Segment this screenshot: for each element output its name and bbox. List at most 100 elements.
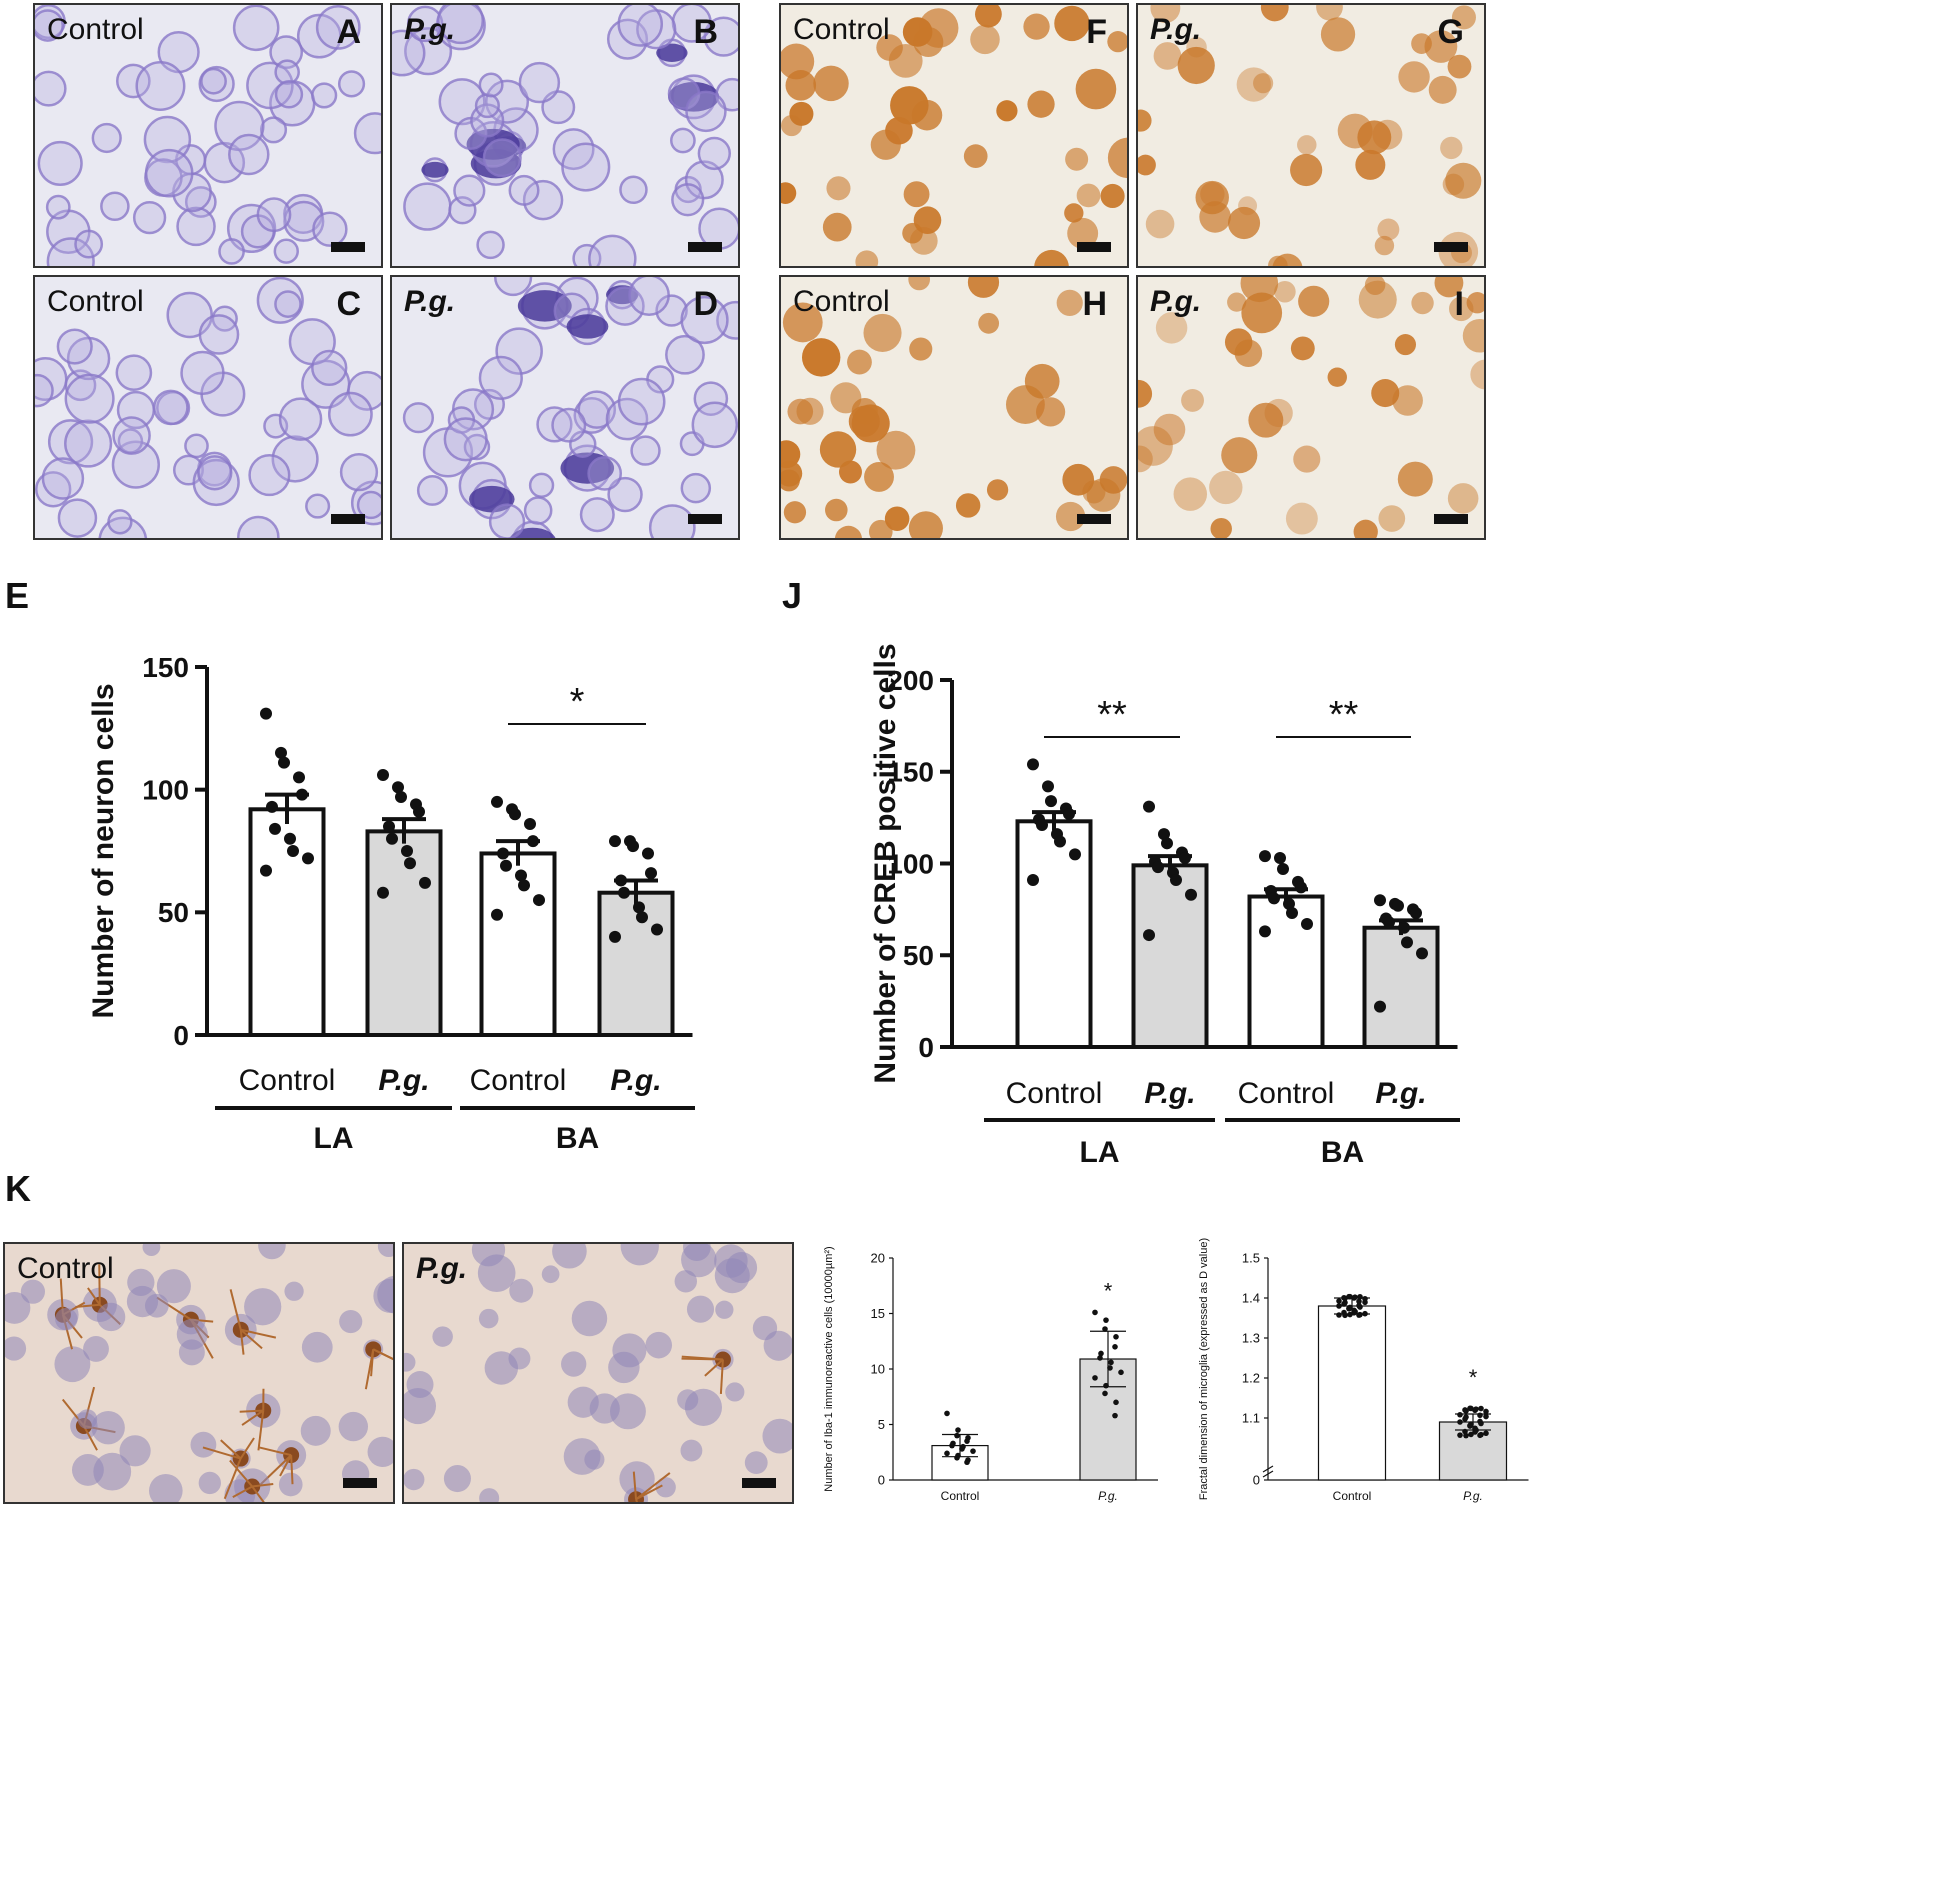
nucleus — [571, 1300, 608, 1337]
nucleus — [609, 1393, 646, 1430]
data-point — [1342, 1312, 1348, 1319]
bar — [1362, 925, 1440, 1049]
dark-cell — [560, 452, 615, 484]
nucleus — [1145, 209, 1175, 239]
data-point — [1351, 1307, 1357, 1314]
nucleus — [1290, 153, 1323, 187]
nucleus — [406, 1371, 434, 1399]
process — [240, 1329, 263, 1350]
data-point — [1356, 1302, 1362, 1309]
nucleus — [91, 1411, 125, 1445]
cell — [655, 294, 688, 327]
category-label: P.g. — [1144, 1077, 1195, 1110]
nucleus — [1099, 466, 1127, 494]
data-point — [1341, 1301, 1347, 1307]
nucleus — [300, 1415, 331, 1446]
y-tick-label: 150 — [142, 652, 189, 683]
cell — [522, 179, 564, 221]
cell — [35, 357, 68, 401]
panel-letter-K: K — [5, 1168, 31, 1209]
data-point — [260, 864, 272, 877]
cell — [56, 328, 93, 365]
data-point — [518, 879, 530, 892]
condition-label: P.g. — [1150, 13, 1202, 46]
nucleus — [1293, 445, 1321, 473]
y-tick-label: 1.1 — [1242, 1411, 1260, 1426]
data-point — [964, 1459, 970, 1466]
data-point — [287, 845, 299, 857]
cell — [437, 5, 485, 45]
data-point — [1398, 921, 1410, 934]
cell — [536, 406, 573, 443]
cell — [100, 191, 130, 222]
micrograph-D: P.g. D — [390, 275, 740, 540]
data-point — [1473, 1406, 1479, 1412]
micrograph-F: Control F — [779, 3, 1129, 268]
dark-cell — [517, 290, 572, 322]
data-point — [1383, 916, 1395, 929]
nucleus — [96, 1302, 126, 1332]
cell-texture — [404, 1244, 792, 1502]
data-point — [1477, 1432, 1483, 1439]
data-point — [1259, 925, 1271, 938]
data-point — [1054, 835, 1066, 848]
nucleus — [1411, 291, 1434, 315]
data-point — [1274, 851, 1286, 864]
process — [241, 1409, 264, 1426]
nucleus — [645, 1331, 673, 1359]
nucleus — [1298, 285, 1330, 317]
data-point — [1352, 1294, 1358, 1300]
nucleus — [1316, 5, 1343, 21]
cell — [132, 200, 167, 235]
nucleus — [1285, 502, 1318, 535]
significance-star: ** — [1329, 694, 1359, 736]
scale-bar — [1077, 242, 1111, 252]
category-label: P.g. — [1463, 1489, 1483, 1503]
data-point — [1356, 1298, 1362, 1305]
data-point — [401, 845, 413, 857]
nucleus — [890, 86, 929, 125]
dark-cell — [656, 43, 688, 62]
data-point — [1170, 874, 1182, 887]
nucleus — [5, 1336, 27, 1361]
nucleus — [404, 1468, 425, 1491]
cell — [35, 9, 64, 42]
cell-texture — [35, 5, 381, 266]
data-point — [1286, 907, 1298, 920]
y-tick-label: 150 — [887, 757, 934, 788]
cell — [74, 229, 104, 259]
cell — [416, 474, 448, 506]
process — [229, 1459, 253, 1488]
data-point — [1462, 1416, 1468, 1422]
nucleus — [1327, 367, 1347, 387]
data-point — [1063, 807, 1075, 820]
nucleus — [1374, 235, 1395, 256]
data-point — [1098, 1350, 1104, 1357]
panel-letter: G — [1437, 13, 1464, 51]
panel-letter: A — [336, 13, 361, 51]
micrograph-B: P.g. B — [390, 3, 740, 268]
condition-label: Control — [47, 285, 144, 318]
scale-bar — [1434, 242, 1468, 252]
cell — [37, 140, 83, 187]
y-axis-label: Number of Iba-1 immunoreactive cells (10… — [823, 1246, 835, 1491]
cell — [91, 122, 122, 154]
cell — [211, 305, 238, 332]
data-point — [1185, 888, 1197, 901]
cell — [214, 100, 265, 152]
nucleus — [813, 65, 849, 102]
nucleus — [620, 1244, 659, 1266]
process — [202, 1446, 241, 1460]
micrograph-K-pg: P.g. — [402, 1242, 794, 1504]
category-label: Control — [239, 1064, 336, 1097]
nucleus — [1268, 255, 1288, 266]
cell — [46, 237, 95, 266]
data-point — [615, 874, 627, 887]
cell — [691, 401, 738, 449]
cell — [551, 407, 587, 443]
cell-texture — [5, 1244, 393, 1502]
nucleus — [826, 176, 851, 201]
cell — [256, 277, 304, 324]
cell — [218, 238, 245, 265]
data-point — [1102, 1326, 1108, 1332]
